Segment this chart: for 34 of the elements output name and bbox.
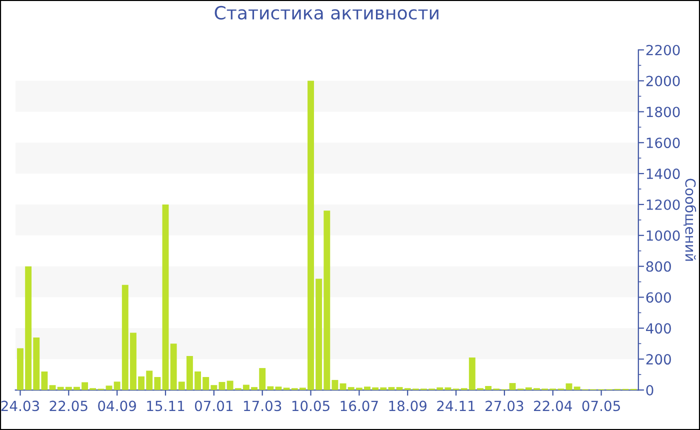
- bar: [509, 383, 516, 390]
- y-tick-label: 600: [646, 292, 671, 303]
- x-tick-label: 04.09: [98, 400, 136, 412]
- y-tick-label: 1400: [646, 168, 680, 180]
- x-tick-label: 24.11: [437, 400, 475, 411]
- x-tick-label: 10.05: [292, 400, 330, 412]
- y-tick-label: 2000: [646, 76, 680, 86]
- x-tick-label: 07.05: [582, 400, 620, 412]
- y-tick-label: 0: [646, 384, 654, 396]
- y-tick-label: 1800: [646, 106, 680, 118]
- x-tick-label: 07.01: [194, 400, 233, 412]
- y-tick-label: 1000: [646, 230, 680, 241]
- y-tick-label: 2200: [646, 44, 680, 56]
- x-tick-label: 16.07: [340, 400, 378, 412]
- bar: [106, 386, 112, 390]
- y-tick-label: 800: [646, 261, 671, 272]
- y-tick-label: 1600: [646, 138, 680, 148]
- y-tick-label: 200: [646, 354, 671, 365]
- bar: [162, 204, 169, 390]
- x-tick-label: 27.03: [486, 400, 524, 412]
- x-tick-label: 15.11: [147, 400, 184, 412]
- y-tick-label: 400: [646, 323, 671, 334]
- bar: [49, 385, 56, 390]
- chart-title: Статистика активности: [214, 6, 438, 20]
- bar: [275, 386, 282, 390]
- x-tick-label: 17.03: [244, 400, 282, 412]
- x-tick-label: 24.03: [1, 400, 40, 412]
- y-axis-title: Сообщений: [684, 178, 696, 261]
- x-tick-label: 22.04: [534, 400, 572, 412]
- x-tick-label: 18.09: [389, 400, 427, 412]
- y-tick-label: 1200: [646, 199, 680, 210]
- bar: [566, 383, 572, 390]
- x-tick-label: 22.05: [50, 400, 88, 412]
- bar: [218, 382, 226, 390]
